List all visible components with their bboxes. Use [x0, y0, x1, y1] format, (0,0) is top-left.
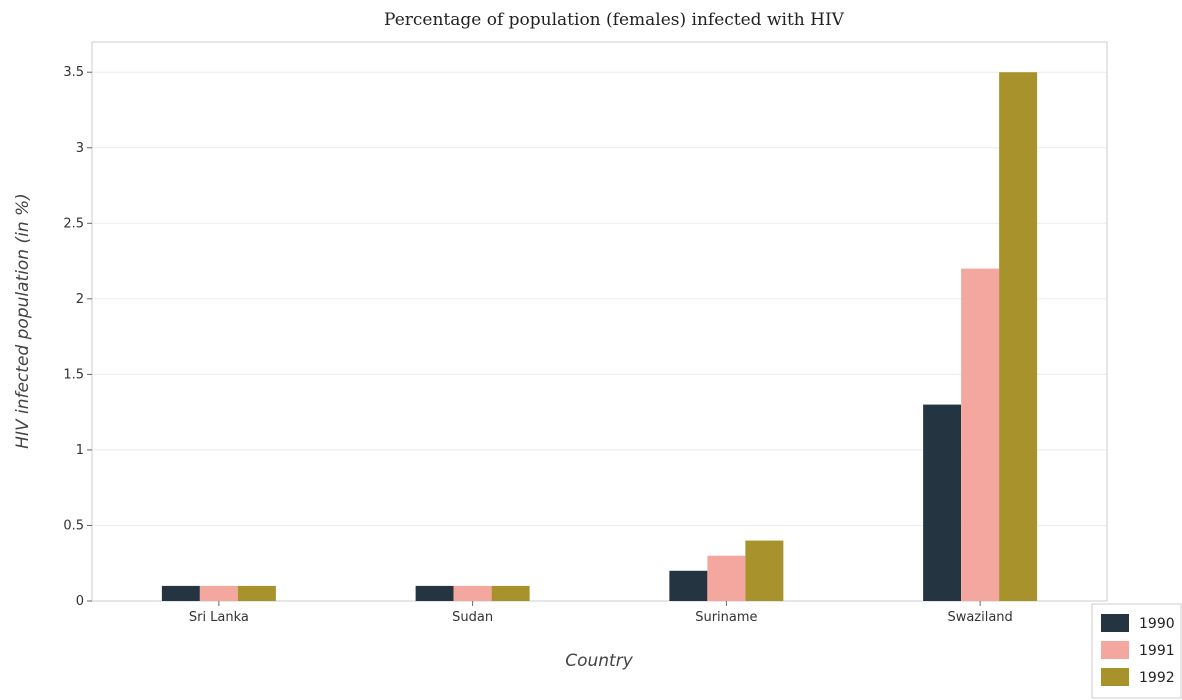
x-tick-label: Suriname	[695, 610, 757, 625]
bar-1990-sri-lanka	[161, 585, 200, 601]
bars	[161, 72, 1038, 602]
bar-1992-sri-lanka	[237, 585, 276, 601]
bar-1990-sudan	[415, 585, 454, 601]
y-axis-title: HIV infected population (in %)	[13, 193, 33, 449]
chart-title: Percentage of population (females) infec…	[384, 10, 845, 30]
legend-label-1991: 1991	[1139, 643, 1175, 659]
y-tick-label: 3	[76, 141, 84, 156]
x-tick-label: Swaziland	[947, 610, 1012, 625]
legend: 1990 1991 1992	[1091, 603, 1182, 699]
bar-1992-swaziland	[999, 72, 1038, 602]
y-tick-label: 0	[76, 594, 84, 609]
bar-1990-swaziland	[923, 404, 962, 601]
bar-1991-sri-lanka	[199, 585, 238, 601]
bar-1990-suriname	[669, 570, 708, 601]
legend-label-1990: 1990	[1139, 616, 1175, 632]
y-tick-label: 0.5	[63, 518, 84, 533]
y-tick-label: 2	[76, 292, 84, 307]
bar-1992-sudan	[491, 585, 530, 601]
legend-swatch-1992	[1101, 668, 1129, 686]
bar-1991-swaziland	[961, 268, 1000, 601]
bar-1991-suriname	[707, 555, 746, 601]
x-axis-ticks: Sri Lanka Sudan Suriname Swaziland	[189, 601, 1013, 625]
bar-1991-sudan	[453, 585, 492, 601]
bar-1992-suriname	[745, 540, 784, 601]
legend-label-1992: 1992	[1139, 670, 1175, 686]
legend-swatch-1991	[1101, 641, 1129, 659]
x-tick-label: Sudan	[452, 610, 493, 625]
y-tick-label: 2.5	[63, 216, 84, 231]
plot-area-border	[91, 41, 1108, 602]
x-tick-label: Sri Lanka	[189, 610, 249, 625]
y-axis-ticks: 0 0.5 1 1.5 2 2.5 3 3.5	[63, 65, 92, 609]
y-tick-label: 1	[76, 443, 84, 458]
gridlines	[92, 71, 1107, 602]
y-tick-label: 3.5	[63, 65, 84, 80]
y-tick-label: 1.5	[63, 367, 84, 382]
x-axis-title: Country	[565, 651, 633, 671]
legend-swatch-1990	[1101, 614, 1129, 632]
